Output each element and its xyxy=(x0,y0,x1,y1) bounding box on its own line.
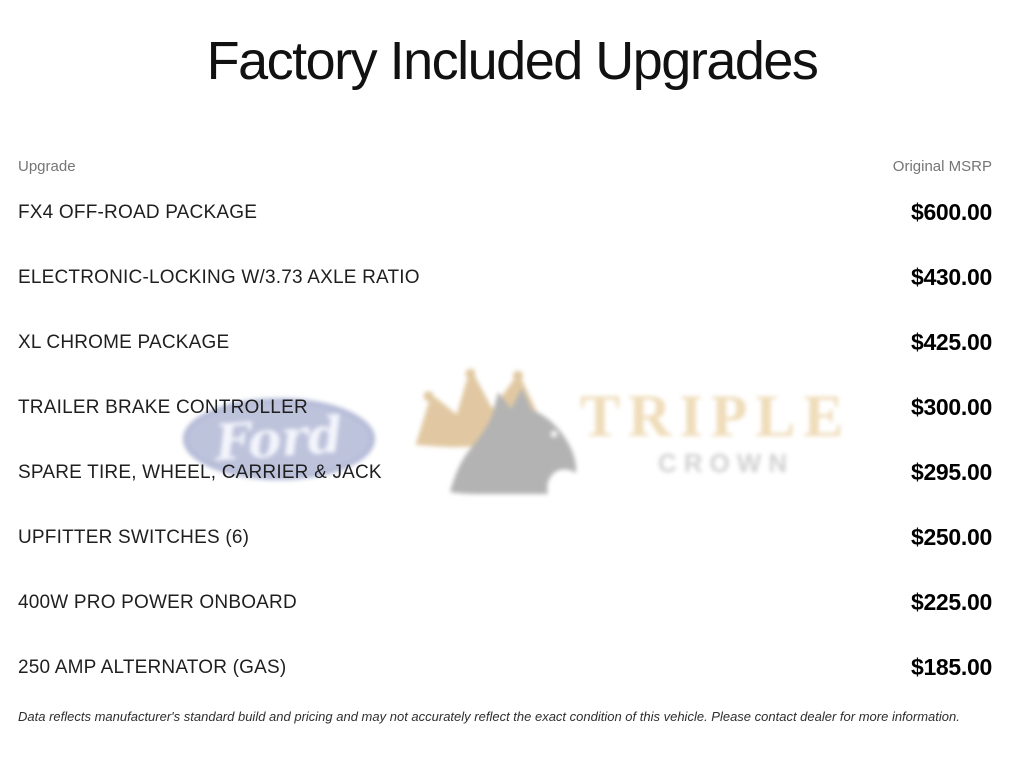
upgrade-msrp: $425.00 xyxy=(910,329,992,356)
upgrade-name: XL CHROME PACKAGE xyxy=(18,331,230,353)
upgrade-row: XL CHROME PACKAGE $425.00 xyxy=(18,310,992,375)
page-content: Factory Included Upgrades Upgrade Origin… xyxy=(0,30,1024,724)
upgrade-msrp: $250.00 xyxy=(910,524,992,551)
column-header-upgrade: Upgrade xyxy=(18,158,76,176)
upgrade-row: FX4 OFF-ROAD PACKAGE $600.00 xyxy=(18,180,992,245)
upgrade-name: SPARE TIRE, WHEEL, CARRIER & JACK xyxy=(18,461,382,483)
upgrade-row: ELECTRONIC-LOCKING W/3.73 AXLE RATIO $43… xyxy=(18,245,992,310)
upgrade-msrp: $430.00 xyxy=(910,264,992,291)
upgrade-row: SPARE TIRE, WHEEL, CARRIER & JACK $295.0… xyxy=(18,440,992,505)
upgrade-row: 400W PRO POWER ONBOARD $225.00 xyxy=(18,570,992,635)
disclaimer-text: Data reflects manufacturer's standard bu… xyxy=(18,709,960,725)
upgrade-name: FX4 OFF-ROAD PACKAGE xyxy=(18,201,258,223)
upgrade-row: UPFITTER SWITCHES (6) $250.00 xyxy=(18,505,992,570)
upgrade-msrp: $185.00 xyxy=(910,654,992,681)
table-header-row: Upgrade Original MSRP xyxy=(18,158,992,175)
upgrades-table: Upgrade Original MSRP FX4 OFF-ROAD PACKA… xyxy=(0,158,1024,700)
factory-upgrades-page: Ford TRIPLE CROWN Factory Included Upgra… xyxy=(0,30,1024,768)
upgrade-msrp: $225.00 xyxy=(910,589,992,616)
page-title: Factory Included Upgrades xyxy=(206,31,819,91)
upgrade-row: 250 AMP ALTERNATOR (GAS) $185.00 xyxy=(18,635,992,700)
upgrade-name: 250 AMP ALTERNATOR (GAS) xyxy=(18,656,287,678)
upgrade-msrp: $300.00 xyxy=(910,394,992,421)
upgrade-row: TRAILER BRAKE CONTROLLER $300.00 xyxy=(18,375,992,440)
column-header-msrp: Original MSRP xyxy=(892,158,992,176)
upgrade-name: TRAILER BRAKE CONTROLLER xyxy=(18,396,308,418)
upgrade-name: ELECTRONIC-LOCKING W/3.73 AXLE RATIO xyxy=(18,266,420,288)
upgrade-msrp: $600.00 xyxy=(910,199,992,226)
upgrade-name: 400W PRO POWER ONBOARD xyxy=(18,591,297,613)
upgrade-msrp: $295.00 xyxy=(910,459,992,486)
upgrade-name: UPFITTER SWITCHES (6) xyxy=(18,526,250,548)
upgrades-table-body: FX4 OFF-ROAD PACKAGE $600.00 ELECTRONIC-… xyxy=(18,180,992,700)
